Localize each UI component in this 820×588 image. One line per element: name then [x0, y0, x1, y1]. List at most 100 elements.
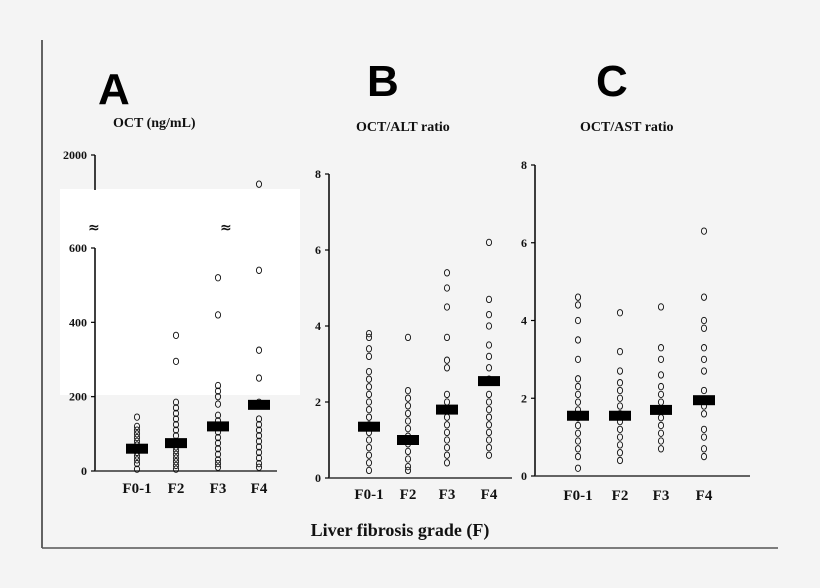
panel-letter-a: A	[98, 65, 130, 114]
data-point	[365, 367, 373, 376]
y-tick-label: 0	[81, 464, 87, 478]
data-point	[255, 448, 263, 457]
panel-letter-b: B	[367, 57, 399, 106]
data-point	[214, 456, 222, 464]
median-bar	[478, 376, 500, 387]
data-point	[172, 450, 180, 458]
data-point	[172, 331, 180, 339]
median-bar	[358, 421, 380, 432]
data-point	[616, 394, 624, 402]
median-bar	[126, 443, 148, 454]
y-tick-label: 4	[521, 314, 527, 328]
data-point	[172, 409, 180, 418]
data-point	[616, 441, 624, 449]
x-tick-label: F0-1	[563, 488, 592, 504]
data-point	[255, 420, 263, 429]
data-point	[255, 374, 263, 382]
data-point	[365, 413, 373, 421]
y-tick-label: 400	[69, 315, 87, 329]
data-point	[574, 382, 582, 391]
data-point	[133, 452, 141, 460]
data-point	[574, 390, 582, 399]
data-point	[172, 426, 180, 434]
x-tick-label: F3	[653, 488, 670, 504]
data-point	[133, 437, 141, 445]
data-point	[485, 390, 493, 399]
y-tick-label: 600	[69, 241, 87, 255]
data-point	[485, 398, 493, 406]
inset-white-area	[60, 189, 300, 395]
data-point	[574, 355, 582, 364]
data-point	[214, 274, 222, 282]
data-point	[255, 459, 263, 468]
x-tick-label: F3	[210, 481, 227, 497]
data-point	[172, 357, 180, 366]
median-bar	[397, 435, 419, 445]
data-point	[133, 422, 141, 431]
data-point	[404, 409, 412, 418]
data-point	[616, 449, 624, 457]
data-point	[616, 309, 624, 317]
y-tick-label: 8	[315, 167, 321, 181]
x-tick-label: F2	[168, 481, 185, 497]
data-point	[255, 454, 263, 462]
data-point	[365, 329, 373, 338]
data-point	[365, 375, 373, 383]
data-point	[133, 426, 141, 434]
panel-title-a: OCT (ng/mL)	[113, 116, 196, 131]
data-point	[214, 393, 222, 401]
y-tick-label: 8	[521, 158, 527, 172]
data-point	[657, 437, 665, 445]
data-point	[616, 347, 624, 356]
data-point	[443, 428, 451, 437]
data-point	[485, 443, 493, 452]
data-point	[133, 413, 141, 421]
data-point	[443, 413, 451, 421]
data-point	[485, 341, 493, 349]
data-point	[133, 465, 141, 473]
data-point	[657, 344, 665, 352]
data-point	[657, 390, 665, 399]
x-axis-label: Liver fibrosis grade (F)	[311, 520, 490, 541]
y-tick-label: 200	[69, 390, 87, 404]
data-point	[616, 425, 624, 433]
data-point	[133, 456, 141, 464]
data-point	[657, 414, 665, 422]
y-tick-label: 2	[521, 391, 527, 405]
data-point	[700, 410, 708, 418]
axis-break-mark: ≈	[88, 220, 100, 236]
data-point	[255, 415, 263, 423]
median-bar	[693, 395, 715, 406]
data-point	[404, 455, 412, 463]
median-bar	[165, 438, 187, 449]
data-point	[404, 462, 412, 471]
data-point	[172, 398, 180, 406]
y-tick-label: 6	[315, 243, 321, 257]
y-tick-label: 0	[521, 469, 527, 483]
data-point	[443, 269, 451, 277]
data-point	[214, 439, 222, 447]
data-point	[700, 355, 708, 364]
data-point	[700, 324, 708, 332]
data-point	[616, 379, 624, 387]
data-point	[255, 437, 263, 445]
data-point	[255, 426, 263, 434]
axis-break-mark: ≈	[220, 220, 232, 236]
median-bar	[609, 410, 631, 421]
data-point	[700, 452, 708, 461]
data-point	[214, 450, 222, 458]
data-point	[443, 459, 451, 467]
x-tick-label: F4	[481, 487, 498, 503]
data-point	[485, 451, 493, 459]
data-point	[255, 180, 263, 188]
data-point	[485, 421, 493, 429]
data-point	[657, 445, 665, 453]
data-point	[214, 311, 222, 319]
data-point	[485, 413, 493, 421]
data-point	[255, 346, 263, 354]
x-tick-label: F4	[696, 488, 713, 504]
data-point	[657, 355, 665, 364]
data-point	[404, 447, 412, 456]
median-bar	[207, 421, 229, 432]
data-point	[365, 383, 373, 391]
